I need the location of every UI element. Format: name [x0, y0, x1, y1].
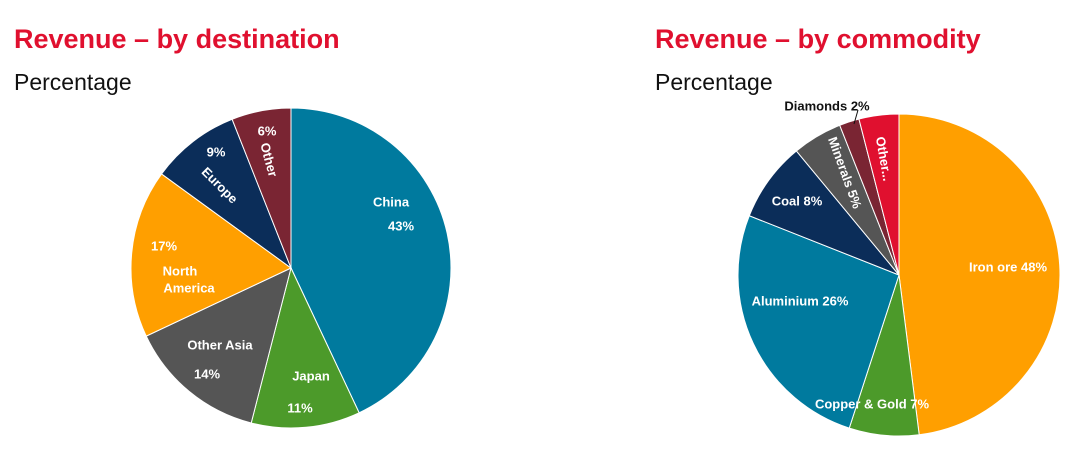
chart-title: Revenue – by commodity — [655, 24, 981, 54]
slice-label-north-america-line1: North — [163, 263, 198, 278]
chart-title: Revenue – by destination — [14, 24, 340, 54]
slice-value-other: 6% — [258, 123, 277, 138]
slice-value-other-asia: 14% — [194, 366, 220, 381]
pie-slice-iron-ore — [898, 113, 1061, 436]
pie-slice-aluminium — [737, 215, 900, 429]
destination-chart-panel: Revenue – by destination Percentage Chin… — [14, 24, 452, 429]
slice-value-china: 43% — [388, 218, 414, 233]
chart-subtitle: Percentage — [14, 69, 132, 95]
slice-label-diamonds: Diamonds 2% — [784, 98, 870, 113]
slice-label-aluminium: Aluminium 26% — [752, 293, 849, 308]
destination-pie-chart: China 43% Japan 11% Other Asia 14% 17% North Ame… — [130, 107, 452, 429]
commodity-pie-chart: Iron ore 48% Copper & Gold 7% Aluminium 26… — [737, 98, 1061, 437]
slice-value-japan: 11% — [287, 400, 313, 415]
commodity-chart-panel: Revenue – by commodity Percentage Iron o… — [640, 0, 1092, 461]
pie-slice-other-asia — [145, 267, 292, 424]
slice-label-iron-ore: Iron ore 48% — [969, 259, 1047, 274]
slice-label-other-asia: Other Asia — [187, 337, 253, 352]
pie-slice-north-america — [130, 173, 292, 337]
slice-value-north-america: 17% — [151, 238, 177, 253]
slice-label-north-america-line2: America — [163, 280, 215, 295]
slice-label-coal: Coal 8% — [772, 193, 823, 208]
pie-slice-europe — [160, 118, 293, 270]
pie-slice-other — [858, 113, 900, 276]
chart-subtitle: Percentage — [655, 69, 773, 95]
label-leader-line — [853, 109, 859, 125]
pie-slice-china — [290, 107, 452, 414]
pie-slice-japan — [250, 266, 360, 429]
slice-label-copper-and-gold: Copper & Gold 7% — [815, 396, 930, 411]
slice-value-europe: 9% — [207, 144, 226, 159]
pie-slice-other — [231, 107, 292, 269]
slice-label-china: China — [373, 194, 410, 209]
slice-label-japan: Japan — [292, 368, 330, 383]
